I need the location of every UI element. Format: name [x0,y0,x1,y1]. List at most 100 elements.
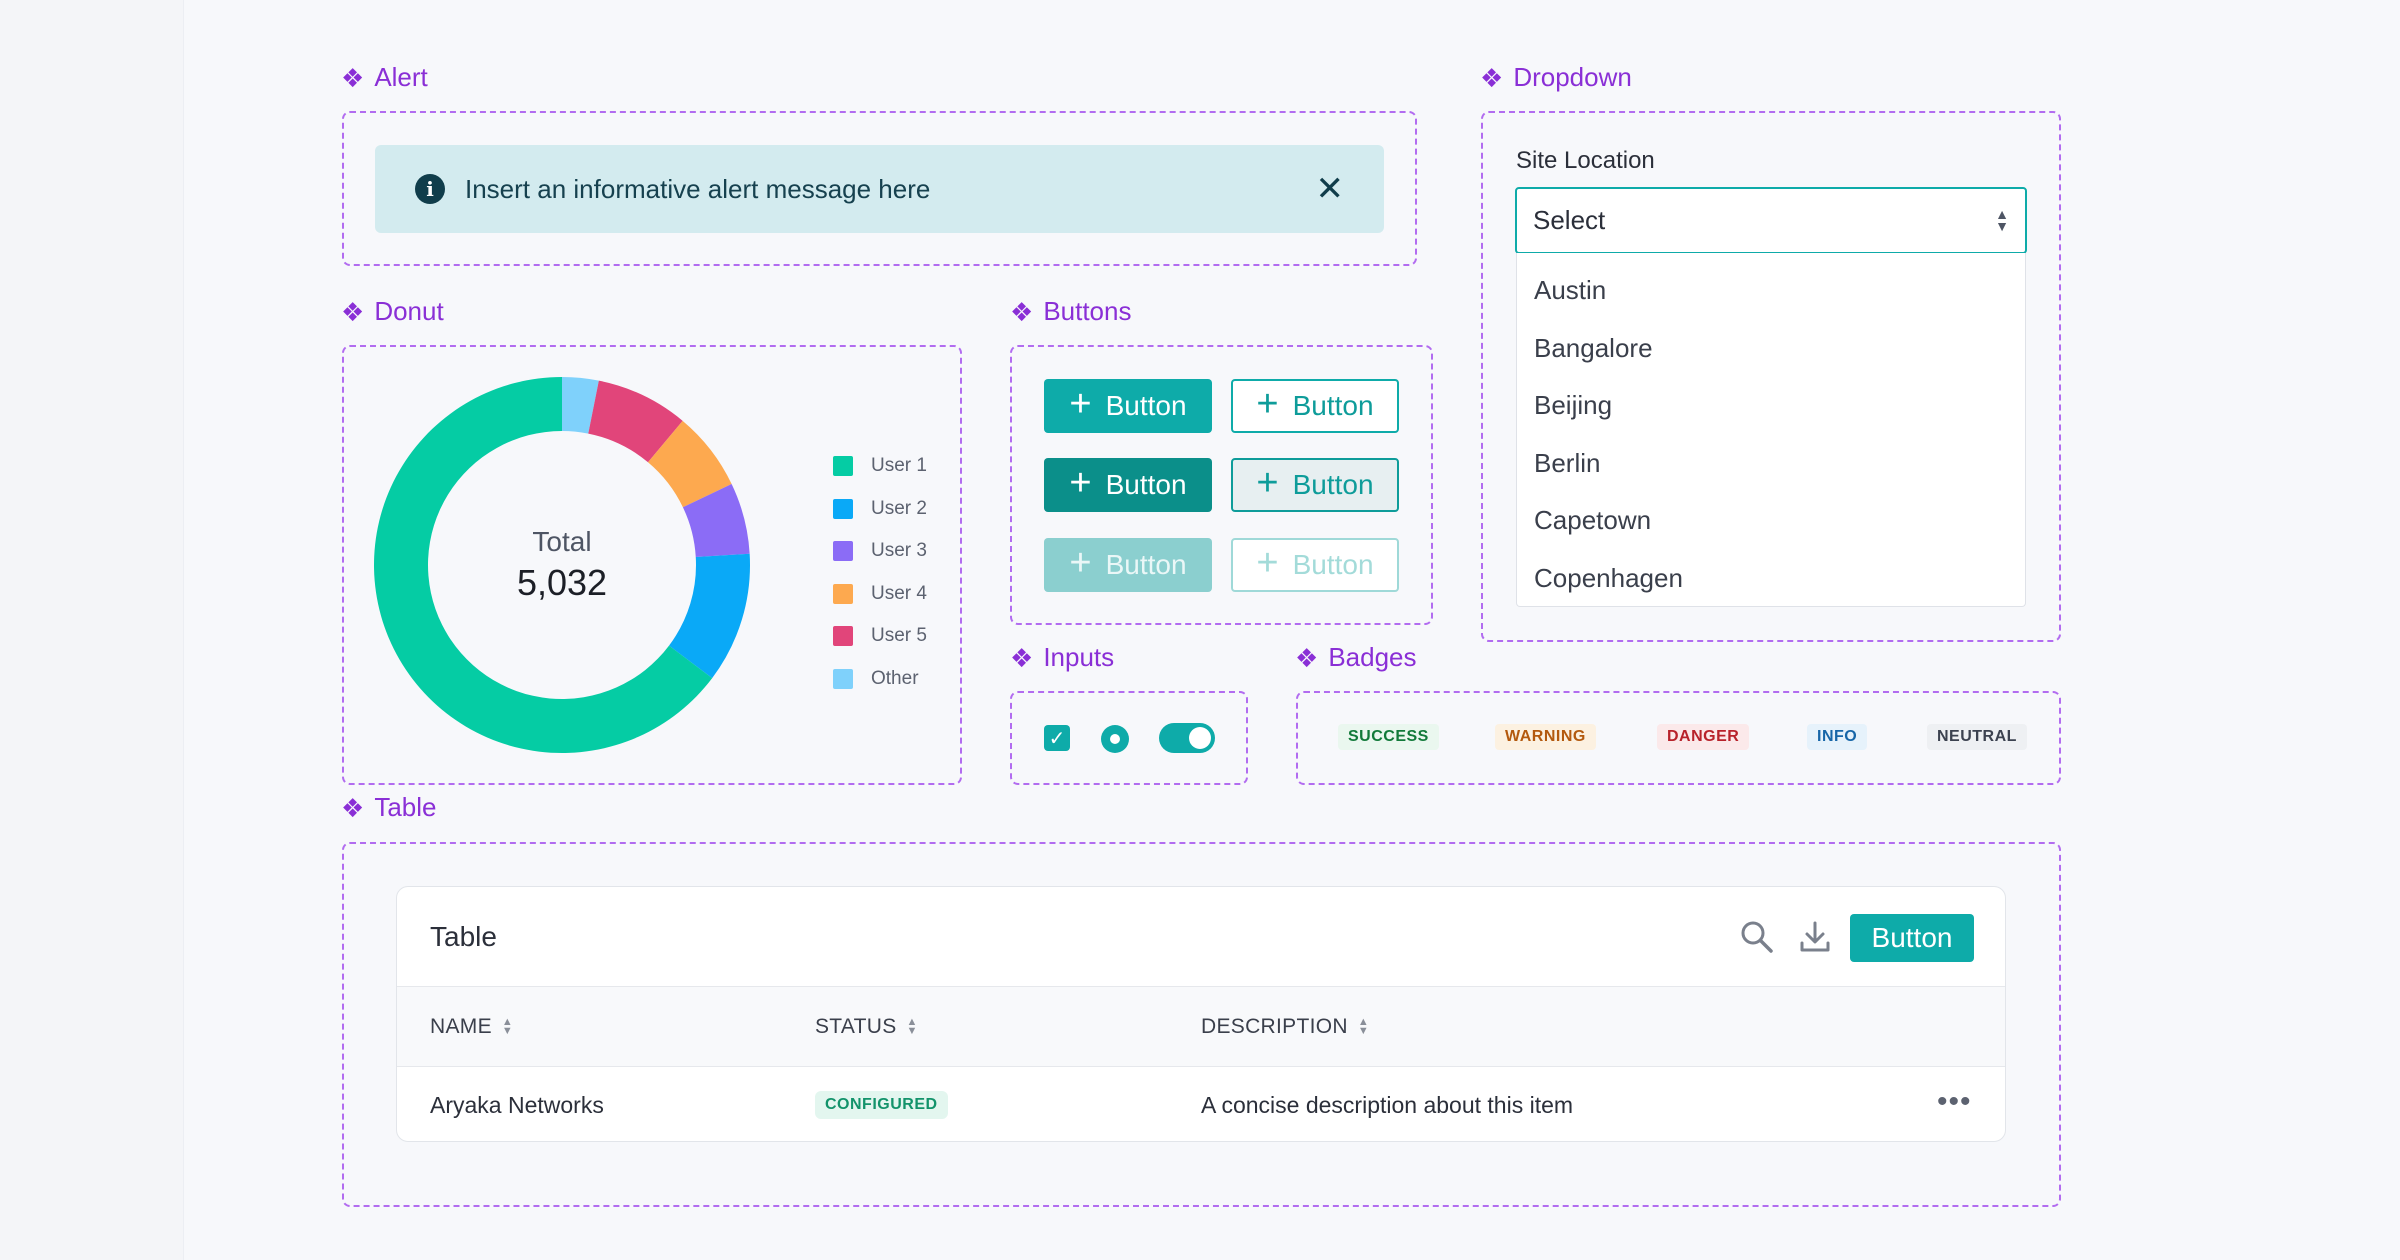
secondary-button-disabled: + Button [1231,538,1399,592]
search-icon[interactable] [1737,917,1777,957]
section-title-dropdown: ❖ Dropdown [1480,62,1632,93]
table-row[interactable]: Aryaka Networks CONFIGURED A concise des… [397,1067,2005,1141]
buttons-frame [1010,345,1433,625]
alert-frame [342,111,1417,266]
radio-dot [1110,734,1120,744]
legend-item: User 4 [833,573,927,616]
component-icon: ❖ [1295,642,1319,673]
donut-svg [373,377,750,753]
donut-frame [342,345,962,785]
donut-slice-user-2 [669,553,750,679]
table-column-header: NAME ▲ ▼ STATUS ▲ ▼ DESCRIPTION ▲ ▼ [397,987,2005,1067]
primary-button-disabled: + Button [1044,538,1212,592]
legend-swatch [833,456,853,477]
inputs-frame [1010,691,1248,785]
table-frame [342,842,2061,1207]
download-icon[interactable] [1795,917,1835,957]
section-title-badges: ❖ Badges [1295,642,1417,673]
legend-swatch [833,626,853,647]
close-icon[interactable]: ✕ [1315,170,1345,208]
legend-item: User 1 [833,445,927,488]
badge-warning: WARNING [1495,724,1596,750]
donut-slice-user-1 [373,377,713,753]
dropdown-option[interactable]: Bangalore [1534,332,1653,363]
legend-item: User 5 [833,615,927,658]
legend-swatch [833,668,853,689]
donut-chart: Total 5,032 [372,375,752,755]
info-alert: i Insert an informative alert message he… [375,145,1384,233]
legend-item: Other [833,658,927,701]
component-icon: ❖ [341,62,365,93]
badge-success: SUCCESS [1338,724,1439,750]
section-title-donut: ❖ Donut [341,296,444,327]
checkbox-checked[interactable]: ✓ [1044,725,1070,751]
plus-icon: + [1069,462,1092,504]
legend-swatch [833,541,853,562]
donut-legend: User 1 User 2 User 3 User 4 User 5 Other [833,445,927,700]
sort-arrows-icon: ▲ ▼ [1995,206,2009,234]
plus-icon: + [1069,542,1092,584]
legend-swatch [833,498,853,519]
sort-icon: ▲ ▼ [501,1015,514,1037]
donut-slice-user-4 [647,420,732,508]
secondary-button[interactable]: + Button [1231,379,1399,433]
check-icon: ✓ [1048,727,1066,750]
dropdown-menu: Austin Bangalore Beijing Berlin Capetown… [1516,253,2026,607]
toggle-switch-on[interactable] [1159,723,1215,753]
badge-info: INFO [1807,724,1868,750]
badges-frame [1296,691,2061,785]
dropdown-option[interactable]: Austin [1534,275,1607,306]
dropdown-option[interactable]: Copenhagen [1534,562,1683,593]
dropdown-label: Site Location [1516,147,1655,174]
section-title-alert: ❖ Alert [341,62,428,93]
table-action-button[interactable]: Button [1850,914,1974,962]
dropdown-option[interactable]: Berlin [1534,447,1601,478]
dropdown-option[interactable]: Beijing [1534,390,1613,421]
donut-total-label: Total [532,526,592,557]
column-name[interactable]: NAME ▲ ▼ [430,1015,514,1038]
toggle-knob [1189,727,1211,749]
status-badge: CONFIGURED [815,1091,948,1119]
plus-icon: + [1256,462,1279,504]
legend-swatch [833,583,853,604]
radio-selected[interactable] [1101,725,1129,753]
sort-icon: ▲ ▼ [1357,1015,1370,1037]
table-header: Table Button [397,887,2005,987]
column-status[interactable]: STATUS ▲ ▼ [815,1015,918,1038]
left-strip [0,0,184,1260]
donut-slice-user-5 [588,380,683,463]
donut-center: Total 5,032 [372,375,752,755]
donut-total-value: 5,032 [516,562,608,603]
component-icon: ❖ [1010,296,1034,327]
cell-description: A concise description about this item [1201,1092,1574,1118]
badge-neutral: NEUTRAL [1927,724,2027,750]
dropdown-frame [1481,111,2061,642]
legend-item: User 2 [833,488,927,531]
select-value: Select [1533,205,1606,235]
info-icon: i [415,174,445,204]
donut-slice-user-3 [682,483,750,557]
primary-button[interactable]: + Button [1044,379,1212,433]
donut-slice-other [562,377,599,434]
table-card: Table Button NAME ▲ ▼ STATUS ▲ ▼ DESCRIPTION… [396,886,2006,1142]
table-title: Table [430,921,497,952]
alert-message: Insert an informative alert message here [465,173,931,204]
badge-danger: DANGER [1657,724,1750,750]
primary-button-hover[interactable]: + Button [1044,458,1212,512]
component-icon: ❖ [1480,62,1504,93]
section-title-table: ❖ Table [341,792,437,823]
component-icon: ❖ [341,792,365,823]
column-description[interactable]: DESCRIPTION ▲ ▼ [1201,1015,1370,1038]
plus-icon: + [1069,383,1092,425]
legend-item: User 3 [833,530,927,573]
cell-name: Aryaka Networks [430,1092,604,1118]
site-location-select[interactable]: Select ▲ ▼ [1515,187,2027,254]
section-title-buttons: ❖ Buttons [1010,296,1132,327]
plus-icon: + [1256,383,1279,425]
section-title-inputs: ❖ Inputs [1010,642,1115,673]
dropdown-option[interactable]: Capetown [1534,505,1652,536]
secondary-button-hover[interactable]: + Button [1231,458,1399,512]
plus-icon: + [1256,542,1279,584]
more-options-icon[interactable]: ••• [1937,1085,1972,1118]
component-icon: ❖ [341,296,365,327]
